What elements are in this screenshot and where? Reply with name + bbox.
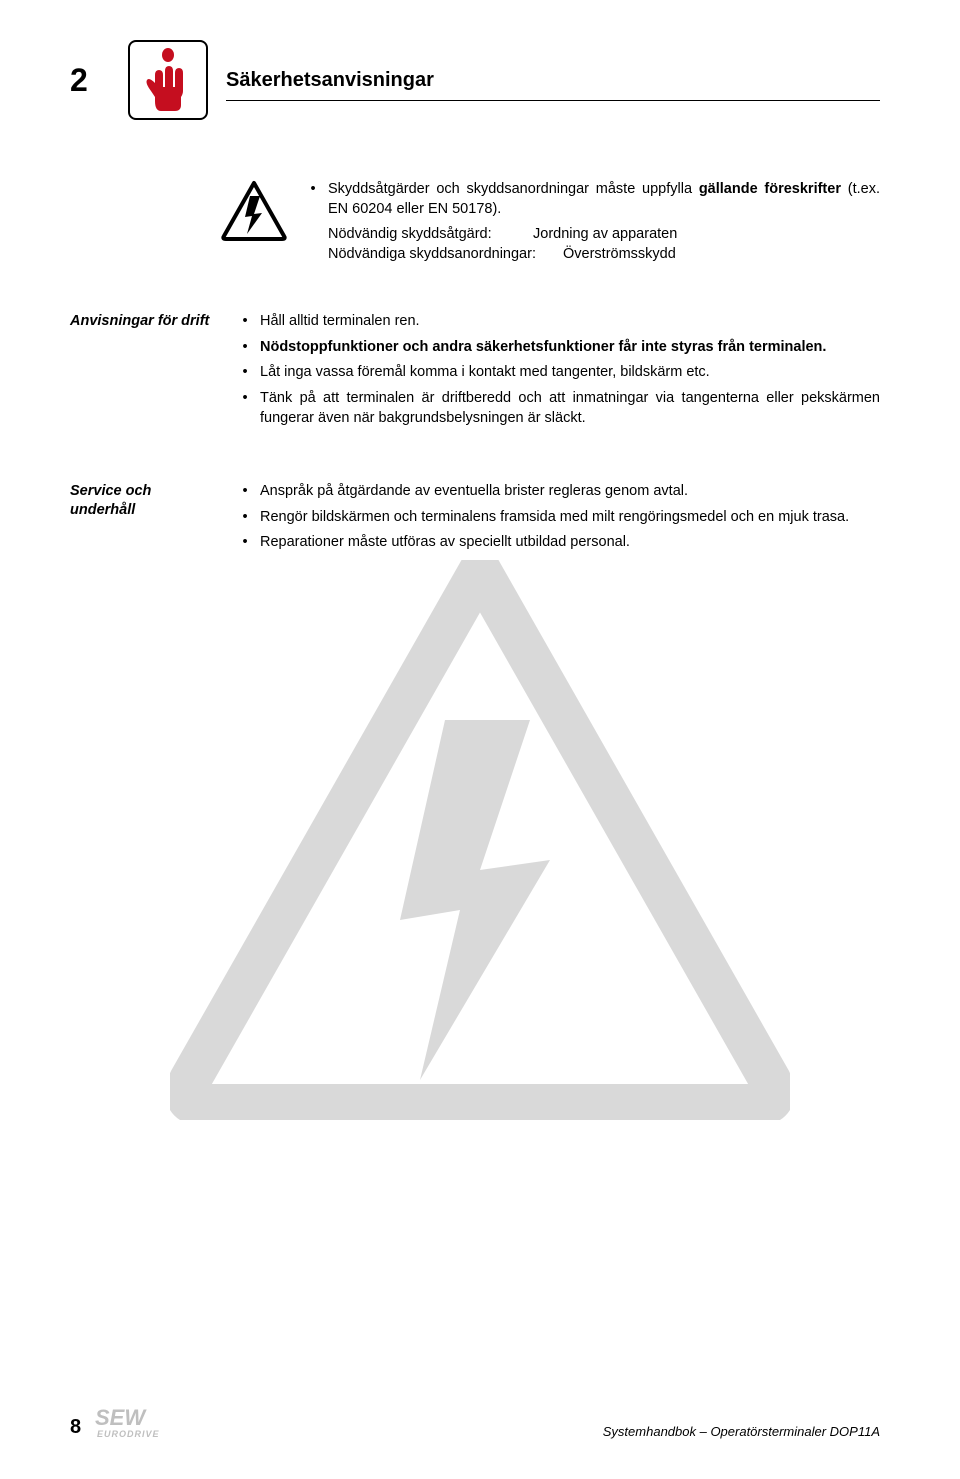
general-safety-section: • Skyddsåtgärder och skyddsanordningar m… (70, 180, 880, 264)
page-footer: 8 SEW EURODRIVE Systemhandbok – Operatör… (70, 1405, 880, 1439)
bullet-item: •Reparationer måste utföras av speciellt… (240, 533, 880, 553)
text: Tänk på att terminalen är driftberedd oc… (260, 389, 880, 428)
bullet-item: •Håll alltid terminalen ren. (240, 312, 880, 332)
page-number: 8 (70, 1416, 81, 1439)
bullet-item: •Rengör bildskärmen och terminalens fram… (240, 508, 880, 528)
operation-instructions-section: Anvisningar för drift •Håll alltid termi… (70, 312, 880, 434)
text: Låt inga vassa föremål komma i kontakt m… (260, 363, 880, 383)
text-bold: Nödstoppfunktioner och andra säkerhetsfu… (260, 338, 880, 358)
bullet-item: •Nödstoppfunktioner och andra säkerhetsf… (240, 338, 880, 358)
bullet-item: •Låt inga vassa föremål komma i kontakt … (240, 363, 880, 383)
attention-hand-icon (128, 40, 208, 120)
kv-row: Nödvändiga skyddsanordningar: Överströms… (328, 245, 880, 265)
section-label: Service och underhåll (70, 482, 220, 559)
section-label: Anvisningar för drift (70, 312, 220, 434)
text: Reparationer måste utföras av speciellt … (260, 533, 880, 553)
bullet-item: • Skyddsåtgärder och skyddsanordningar m… (308, 180, 880, 219)
chapter-number: 2 (70, 62, 110, 99)
text-bold: gällande föreskrifter (699, 181, 841, 197)
page-header: 2 Säkerhetsanvisningar (70, 40, 880, 120)
sew-logo-icon: SEW EURODRIVE (95, 1405, 205, 1439)
kv-value: Jordning av apparaten (533, 225, 880, 245)
kv-key: Nödvändig skyddsåtgärd: (328, 225, 533, 245)
header-rule (226, 100, 880, 101)
text: Rengör bildskärmen och terminalens frams… (260, 508, 880, 528)
bullet-item: •Anspråk på åtgärdande av eventuella bri… (240, 482, 880, 502)
logo-text-bottom: EURODRIVE (97, 1429, 160, 1439)
chapter-title: Säkerhetsanvisningar (226, 69, 880, 92)
bullet-item: •Tänk på att terminalen är driftberedd o… (240, 389, 880, 428)
kv-row: Nödvändig skyddsåtgärd: Jordning av appa… (328, 225, 880, 245)
service-maintenance-section: Service och underhåll •Anspråk på åtgärd… (70, 482, 880, 559)
kv-key: Nödvändiga skyddsanordningar: (328, 245, 563, 265)
kv-value: Överströmsskydd (563, 245, 880, 265)
text: Skyddsåtgärder och skyddsanordningar mås… (328, 181, 699, 197)
electrical-hazard-icon (220, 180, 288, 242)
document-title: Systemhandbok – Operatörsterminaler DOP1… (603, 1424, 880, 1439)
text: Håll alltid terminalen ren. (260, 312, 880, 332)
logo-text-top: SEW (95, 1405, 147, 1430)
text: Anspråk på åtgärdande av eventuella bris… (260, 482, 880, 502)
background-hazard-icon (170, 560, 790, 1120)
